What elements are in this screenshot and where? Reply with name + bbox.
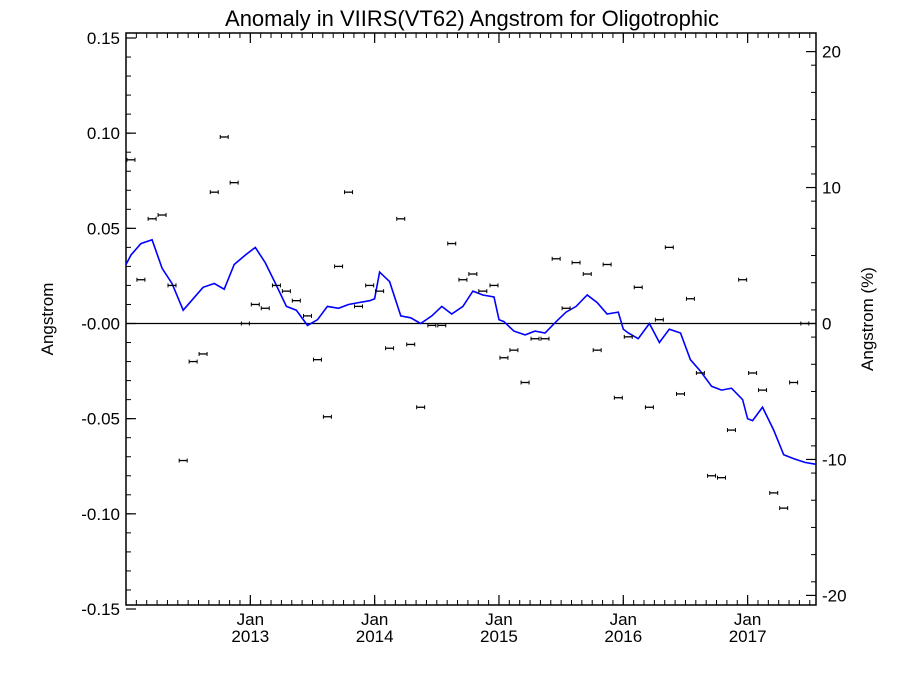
data-point [623,334,633,339]
x-tick-month: Jan [237,610,264,629]
y-tick-label: -0.05 [81,410,120,429]
y-tick-label: 0.10 [87,124,120,143]
data-point [520,380,530,385]
data-point [198,351,208,356]
data-point [126,157,136,162]
data-point [353,304,363,309]
data-point [571,260,581,265]
data-point [219,134,229,139]
data-point [303,313,313,318]
data-point [726,428,736,433]
data-point [271,283,281,288]
y-right-tick-label: 0 [822,315,831,334]
data-point [322,414,332,419]
y-right-tick-label: -10 [822,450,847,469]
x-tick-month: Jan [610,610,637,629]
data-point [240,321,250,326]
data-point [530,336,540,341]
data-point [406,342,416,347]
data-point [178,458,188,463]
data-point [717,475,727,480]
x-tick-year: 2017 [729,627,767,646]
data-point [437,323,447,328]
data-point [675,391,685,396]
data-point [654,317,664,322]
data-point [147,216,157,221]
data-point [281,289,291,294]
x-tick-year: 2015 [480,627,518,646]
data-point [695,370,705,375]
y-tick-label: -0.15 [81,600,120,619]
data-point [157,213,167,218]
data-point [509,348,519,353]
data-point [344,190,354,195]
y-right-tick-label: 20 [822,43,841,62]
y-right-tick-label: -20 [822,586,847,605]
x-tick-month: Jan [361,610,388,629]
data-point [291,298,301,303]
y-tick-label: 0.15 [87,29,120,48]
data-point [416,405,426,410]
plot-frame [125,32,817,606]
data-point [582,272,592,277]
data-point [592,348,602,353]
data-point [551,256,561,261]
plot-area [125,32,817,606]
y-tick-label: -0.00 [81,315,120,334]
chart-title: Anomaly in VIIRS(VT62) Angstrom for Olig… [225,6,719,31]
data-point [250,302,260,307]
data-point [167,283,177,288]
data-point [769,490,779,495]
data-point [789,380,799,385]
x-tick-year: 2016 [604,627,642,646]
data-point [644,405,654,410]
y-axis-label: Angstrom [38,283,57,356]
data-point [561,306,571,311]
y-tick-label: 0.05 [87,219,120,238]
data-point [779,506,789,511]
series-points [126,134,810,511]
x-tick-year: 2014 [356,627,394,646]
y-right-tick-label: 10 [822,179,841,198]
data-point [602,262,612,267]
data-point [458,277,468,282]
data-point [334,264,344,269]
data-point [758,388,768,393]
data-point [748,370,758,375]
x-tick-month: Jan [485,610,512,629]
data-point [499,355,509,360]
x-tick-month: Jan [734,610,761,629]
data-point [478,289,488,294]
data-point [633,285,643,290]
data-point [427,323,437,328]
data-point [707,473,717,478]
data-point [136,277,146,282]
data-point [447,241,457,246]
data-point [209,190,219,195]
data-point [375,289,385,294]
data-point [468,272,478,277]
data-point [396,216,406,221]
data-point [800,321,810,326]
data-point [540,336,550,341]
x-tick-year: 2013 [231,627,269,646]
data-point [613,395,623,400]
data-point [365,283,375,288]
data-point [738,277,748,282]
data-point [188,359,198,364]
left-axis: 0.15 0.10 0.05 -0.00 -0.05 -0.10 -0.15 [81,29,136,619]
y-axis-right-label: Angstrom (%) [858,267,877,371]
data-point [229,180,239,185]
data-point [385,346,395,351]
data-point [664,245,674,250]
y-tick-label: -0.10 [81,505,120,524]
data-point [685,296,695,301]
data-point [489,283,499,288]
data-point [312,357,322,362]
right-axis: 20 10 0 -10 -20 [806,43,847,605]
data-point [260,306,270,311]
